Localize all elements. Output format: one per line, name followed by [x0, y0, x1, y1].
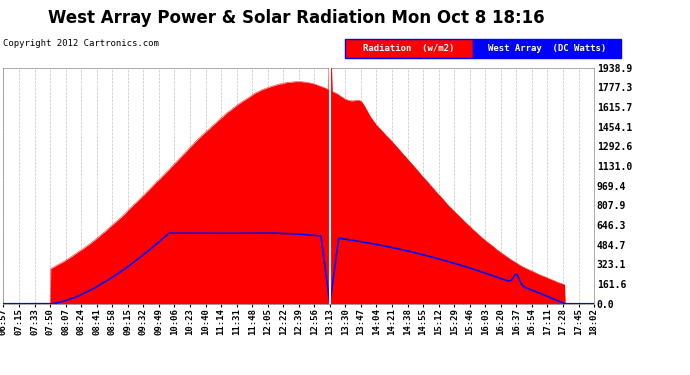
Text: West Array Power & Solar Radiation Mon Oct 8 18:16: West Array Power & Solar Radiation Mon O… [48, 9, 545, 27]
Text: Copyright 2012 Cartronics.com: Copyright 2012 Cartronics.com [3, 39, 159, 48]
Text: Radiation  (w/m2): Radiation (w/m2) [363, 44, 455, 53]
Text: West Array  (DC Watts): West Array (DC Watts) [488, 44, 606, 53]
